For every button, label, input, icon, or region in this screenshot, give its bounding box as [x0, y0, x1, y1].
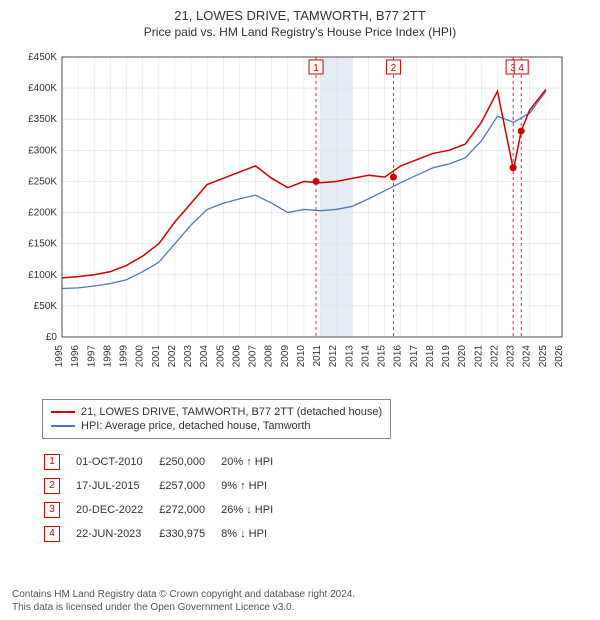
footer-line-2: This data is licensed under the Open Gov…: [12, 601, 355, 614]
svg-text:2017: 2017: [409, 345, 420, 368]
transaction-number-box: 4: [44, 526, 60, 542]
svg-text:2025: 2025: [538, 345, 549, 368]
transaction-price: £257,000: [159, 475, 219, 497]
table-row: 3 20-DEC-2022£272,00026% ↓ HPI: [44, 499, 287, 521]
svg-text:2010: 2010: [296, 345, 307, 368]
footer-line-1: Contains HM Land Registry data © Crown c…: [12, 588, 355, 601]
svg-text:£350K: £350K: [28, 114, 57, 125]
legend-item: 21, LOWES DRIVE, TAMWORTH, B77 2TT (deta…: [51, 406, 382, 418]
chart-title: 21, LOWES DRIVE, TAMWORTH, B77 2TT: [12, 8, 588, 23]
svg-text:2022: 2022: [489, 345, 500, 368]
svg-text:2014: 2014: [360, 345, 371, 368]
transaction-diff: 8% ↓ HPI: [221, 523, 287, 545]
svg-text:£300K: £300K: [28, 145, 57, 156]
svg-text:2: 2: [391, 63, 397, 74]
legend-item: HPI: Average price, detached house, Tamw…: [51, 420, 382, 432]
svg-text:2016: 2016: [393, 345, 404, 368]
chart: £0 £50K £100K £150K £200K £250K £300K £350K £400…: [12, 47, 588, 387]
transaction-price: £330,975: [159, 523, 219, 545]
svg-text:2024: 2024: [522, 345, 533, 368]
svg-text:£50K: £50K: [34, 301, 58, 312]
transactions-table: 1 01-OCT-2010£250,00020% ↑ HPI 2 17-JUL-201…: [42, 449, 289, 547]
transaction-date: 17-JUL-2015: [76, 475, 157, 497]
transaction-diff: 9% ↑ HPI: [221, 475, 287, 497]
svg-text:1997: 1997: [86, 345, 97, 368]
transaction-number-box: 3: [44, 502, 60, 518]
svg-text:2012: 2012: [328, 345, 339, 368]
svg-text:2011: 2011: [312, 345, 323, 367]
transaction-date: 01-OCT-2010: [76, 451, 157, 473]
svg-text:£200K: £200K: [28, 208, 57, 219]
svg-text:2003: 2003: [183, 345, 194, 368]
chart-svg: £0 £50K £100K £150K £200K £250K £300K £350K £400…: [12, 47, 572, 387]
transaction-price: £250,000: [159, 451, 219, 473]
svg-text:£150K: £150K: [28, 239, 57, 250]
svg-text:£0: £0: [46, 332, 58, 343]
svg-text:2018: 2018: [425, 345, 436, 368]
svg-text:2004: 2004: [199, 345, 210, 368]
transaction-diff: 26% ↓ HPI: [221, 499, 287, 521]
transaction-number-box: 1: [44, 454, 60, 470]
svg-text:4: 4: [518, 63, 524, 74]
chart-subtitle: Price paid vs. HM Land Registry's House …: [12, 25, 588, 39]
footer-attribution: Contains HM Land Registry data © Crown c…: [12, 588, 355, 614]
svg-text:2001: 2001: [151, 345, 162, 368]
svg-text:2019: 2019: [441, 345, 452, 368]
svg-text:£100K: £100K: [28, 270, 57, 281]
legend-swatch: [51, 425, 75, 427]
table-row: 2 17-JUL-2015£257,0009% ↑ HPI: [44, 475, 287, 497]
transaction-price: £272,000: [159, 499, 219, 521]
transaction-date: 20-DEC-2022: [76, 499, 157, 521]
svg-text:£250K: £250K: [28, 176, 57, 187]
table-row: 4 22-JUN-2023£330,9758% ↓ HPI: [44, 523, 287, 545]
transaction-diff: 20% ↑ HPI: [221, 451, 287, 473]
svg-text:2006: 2006: [231, 345, 242, 368]
svg-text:2002: 2002: [167, 345, 178, 368]
legend: 21, LOWES DRIVE, TAMWORTH, B77 2TT (deta…: [42, 399, 391, 439]
legend-label: HPI: Average price, detached house, Tamw…: [81, 420, 311, 432]
svg-text:2026: 2026: [554, 345, 565, 368]
svg-text:2023: 2023: [506, 345, 517, 368]
svg-text:1998: 1998: [102, 345, 113, 368]
svg-text:2008: 2008: [264, 345, 275, 368]
svg-text:2015: 2015: [377, 345, 388, 368]
transaction-number-box: 2: [44, 478, 60, 494]
svg-text:2021: 2021: [473, 345, 484, 368]
svg-text:2020: 2020: [457, 345, 468, 368]
svg-text:1996: 1996: [70, 345, 81, 368]
table-row: 1 01-OCT-2010£250,00020% ↑ HPI: [44, 451, 287, 473]
svg-text:2009: 2009: [280, 345, 291, 368]
svg-text:1995: 1995: [54, 345, 65, 368]
svg-text:2000: 2000: [135, 345, 146, 368]
svg-text:1: 1: [313, 63, 319, 74]
svg-text:2013: 2013: [344, 345, 355, 368]
transaction-date: 22-JUN-2023: [76, 523, 157, 545]
svg-text:1999: 1999: [119, 345, 130, 368]
legend-label: 21, LOWES DRIVE, TAMWORTH, B77 2TT (deta…: [81, 406, 382, 418]
svg-text:£450K: £450K: [28, 52, 57, 63]
svg-text:2007: 2007: [248, 345, 259, 368]
legend-swatch: [51, 411, 75, 413]
svg-text:£400K: £400K: [28, 83, 57, 94]
svg-text:2005: 2005: [215, 345, 226, 368]
